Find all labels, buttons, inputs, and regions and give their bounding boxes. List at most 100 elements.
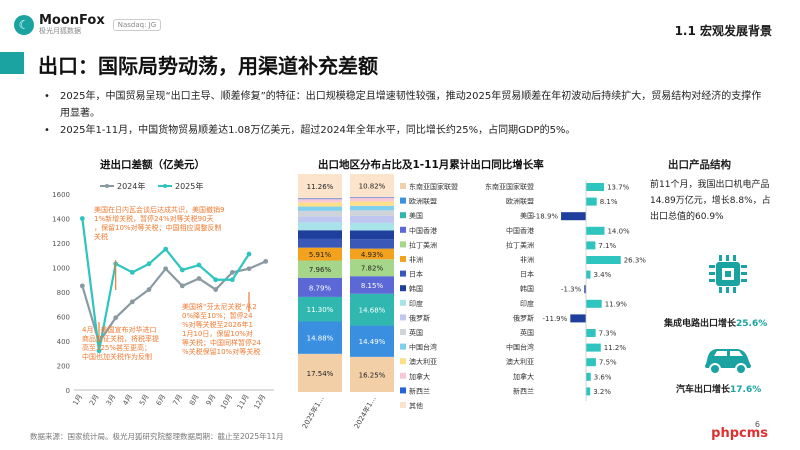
legend-swatch-14: [400, 387, 406, 394]
stack-segment-15: [350, 174, 394, 198]
x-tick-label: 11月: [236, 393, 251, 411]
growth-label: -11.9%: [543, 315, 568, 323]
stack-segment-10: [350, 210, 394, 216]
annotation-line: 0%降至10%；暂停24: [182, 311, 253, 320]
bullet-1: 2025年，中国贸易呈现“出口主导、顺差修复”的特征：出口规模稳定且增速韧性较强…: [42, 88, 762, 122]
growth-label: 11.2%: [604, 344, 627, 352]
title-accent-bar: [0, 52, 24, 74]
growth-category-label: 加拿大: [513, 372, 534, 381]
stack-segment-1: [298, 321, 342, 354]
legend-swatch-15: [400, 402, 406, 408]
growth-bar: [586, 299, 602, 308]
car-kpi-value: 17.6%: [730, 385, 762, 395]
legend-label-5: 非洲: [409, 255, 423, 264]
legend-swatch-7: [400, 285, 406, 292]
x-tick-label: 12月: [253, 393, 268, 411]
chip-kpi-value: 25.6%: [736, 319, 768, 329]
stack-segment-11: [350, 205, 394, 211]
stack-label: 16.25%: [359, 371, 386, 379]
growth-label: 11.9%: [605, 300, 628, 308]
growth-label: -18.9%: [533, 213, 558, 221]
growth-category-label: 东南亚国家联盟: [485, 182, 534, 191]
bullet-2: 2025年1-11月，中国货物贸易顺差达1.08万亿美元，超过2024年全年水平…: [42, 122, 762, 139]
page-title: 出口：国际局势动荡，用渠道补充差额: [38, 54, 378, 78]
annotation-line: 关税: [94, 232, 108, 241]
stack-segment-1: [350, 325, 394, 357]
annotation-line: 商品加征关税，将税率提: [82, 334, 159, 343]
growth-bar: [586, 387, 591, 396]
annotation-line: 4月，美国宣布对华进口: [82, 325, 156, 334]
moonfox-logo: ☾ MoonFox 极光月狐数据 Nasdaq: JG: [14, 14, 162, 36]
annotation-line: 中国也加关税作为反制: [82, 352, 152, 361]
annotation-line: %关税保留10%对等关税: [182, 347, 260, 356]
series-point-1: [163, 246, 169, 252]
series-point-1: [196, 262, 202, 268]
growth-bar: [586, 183, 605, 191]
section-label: 1.1 宏观发展背景: [674, 24, 772, 38]
legend-label-8: 印度: [409, 299, 423, 308]
legend-label-9: 俄罗斯: [409, 313, 430, 322]
legend-swatch-5: [400, 256, 406, 262]
growth-category-label: 新西兰: [513, 386, 534, 395]
series-point-0: [229, 270, 235, 275]
growth-category-label: 欧洲联盟: [506, 197, 534, 206]
footer-source: 数据来源：国家统计局。极光月狐研究院整理数据周期：截止至2025年11月: [30, 432, 284, 441]
series-point-0: [163, 266, 169, 272]
car-kpi: 汽车出口增长17.6%: [676, 382, 761, 395]
series-point-0: [146, 287, 152, 292]
stack-label: 7.96%: [309, 266, 332, 274]
legend-swatch-0: [400, 183, 406, 189]
growth-bar: [586, 226, 605, 235]
legend-label-12: 澳大利亚: [409, 357, 437, 366]
stack-label: 14.68%: [359, 307, 386, 315]
growth-category-label: 中国台湾: [506, 343, 534, 352]
annotation-1: 4月，美国宣布对华进口商品加征关税，将税率提高至125%甚至更高；中国也加关税作…: [82, 325, 159, 361]
page-number: 6: [754, 420, 760, 429]
growth-label: 7.3%: [599, 330, 617, 338]
series-point-1: [229, 277, 235, 283]
legend-swatch-13: [400, 372, 406, 379]
growth-label: 8.1%: [600, 198, 618, 206]
growth-category-label: 日本: [520, 270, 534, 279]
series-point-1: [213, 277, 219, 283]
y-tick-label: 1000: [52, 265, 70, 273]
y-tick-label: 400: [57, 338, 70, 346]
stack-segment-2: [298, 296, 342, 322]
x-tick-label: 6月: [155, 393, 168, 407]
growth-label: 3.6%: [594, 373, 612, 381]
stack-segment-4: [298, 260, 342, 278]
series-point-1: [146, 261, 152, 267]
bullet-list: 2025年，中国贸易呈现“出口主导、顺差修复”的特征：出口规模稳定且增速韧性较强…: [42, 88, 762, 139]
car-icon: [705, 349, 751, 375]
growth-category-label: 中国香港: [506, 226, 534, 235]
x-tick-label: 8月: [188, 393, 201, 407]
x-tick-label: 3月: [105, 393, 118, 407]
region-chart: 17.54% 14.88% 11.30% 8.79% 7.96% 5.91% 11.26% 2…: [298, 174, 646, 430]
legend-label-13: 加拿大: [409, 372, 430, 381]
series-point-1: [246, 251, 252, 257]
legend-swatch-6: [400, 270, 406, 277]
growth-bar: [561, 212, 586, 221]
series-point-1: [179, 267, 185, 273]
growth-category-label: 印度: [520, 299, 534, 308]
series-point-0: [213, 287, 219, 292]
region-chart-title: 出口地区分布占比及1-11月累计出口同比增长率: [318, 159, 544, 171]
annotation-line: 高至125%甚至更高；: [82, 343, 151, 352]
stack-segment-13: [298, 199, 342, 203]
annotation-line: ，保留10%对等关税；中国相应调整反制: [94, 223, 222, 232]
chip-icon: [709, 255, 747, 293]
line-chart: 2024年 2025年 0 200 400 600 800 1000 1200 1400 1600 1…: [52, 181, 274, 411]
stack-segment-6: [350, 239, 394, 249]
growth-bar: [586, 343, 601, 352]
annotation-line: %对等关税至2026年1: [182, 320, 253, 329]
series-point-0: [179, 283, 185, 289]
growth-label: 7.1%: [598, 242, 616, 250]
stack-label: 11.26%: [307, 183, 334, 191]
logo-subtitle: 极光月狐数据: [39, 27, 81, 35]
annotation-2: 美国将“芬太尼关税”从2 0%降至10%；暂停24 %对等关税至2026年1 1月10…: [182, 302, 261, 356]
stack-label: 8.79%: [309, 284, 332, 292]
series-line-0: [81, 260, 267, 345]
series-point-1: [79, 216, 85, 221]
growth-bar: [570, 314, 586, 323]
growth-category-label: 英国: [520, 328, 534, 337]
